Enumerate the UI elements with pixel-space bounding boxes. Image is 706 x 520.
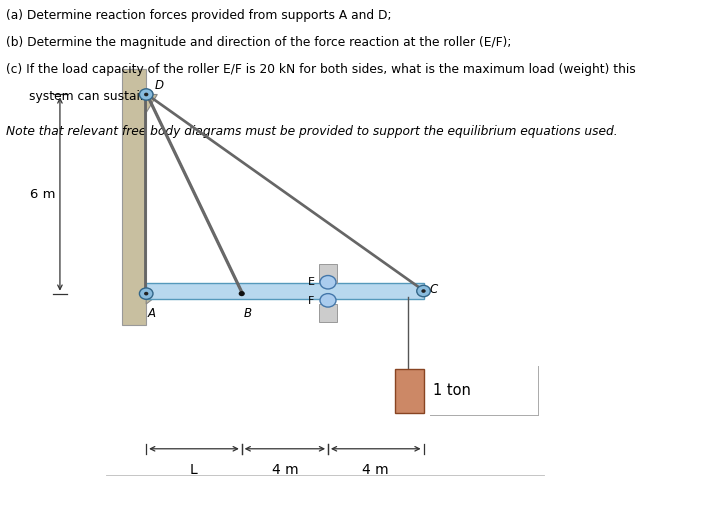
Circle shape — [320, 294, 336, 307]
Text: 1 ton: 1 ton — [433, 383, 471, 398]
Text: B: B — [244, 307, 251, 320]
Circle shape — [320, 276, 336, 289]
Circle shape — [239, 291, 245, 296]
Circle shape — [417, 285, 430, 297]
Polygon shape — [146, 95, 157, 113]
Text: 4 m: 4 m — [272, 463, 298, 477]
Text: D: D — [154, 79, 163, 92]
Polygon shape — [146, 283, 160, 304]
Text: L: L — [190, 463, 198, 477]
Text: (b) Determine the magnitude and direction of the force reaction at the roller (E: (b) Determine the magnitude and directio… — [6, 36, 512, 49]
Text: C: C — [430, 283, 438, 296]
Bar — [146, 283, 424, 299]
Bar — [121, 69, 146, 324]
Bar — [319, 304, 337, 322]
Circle shape — [144, 292, 148, 295]
Bar — [319, 264, 337, 283]
Text: (c) If the load capacity of the roller E/F is 20 kN for both sides, what is the : (c) If the load capacity of the roller E… — [6, 63, 636, 76]
Text: 4 m: 4 m — [362, 463, 389, 477]
Text: (a) Determine reaction forces provided from supports A and D;: (a) Determine reaction forces provided f… — [6, 9, 392, 22]
Text: 6 m: 6 m — [30, 188, 55, 201]
Text: F: F — [308, 296, 314, 306]
Text: system can sustain?: system can sustain? — [29, 90, 154, 103]
Circle shape — [144, 93, 148, 96]
Circle shape — [421, 289, 426, 293]
Circle shape — [139, 288, 153, 300]
Bar — [395, 369, 424, 412]
Text: E: E — [307, 277, 314, 287]
Text: A: A — [148, 307, 156, 320]
Circle shape — [139, 89, 153, 100]
Text: Note that relevant free body diagrams must be provided to support the equilibriu: Note that relevant free body diagrams mu… — [6, 125, 618, 138]
